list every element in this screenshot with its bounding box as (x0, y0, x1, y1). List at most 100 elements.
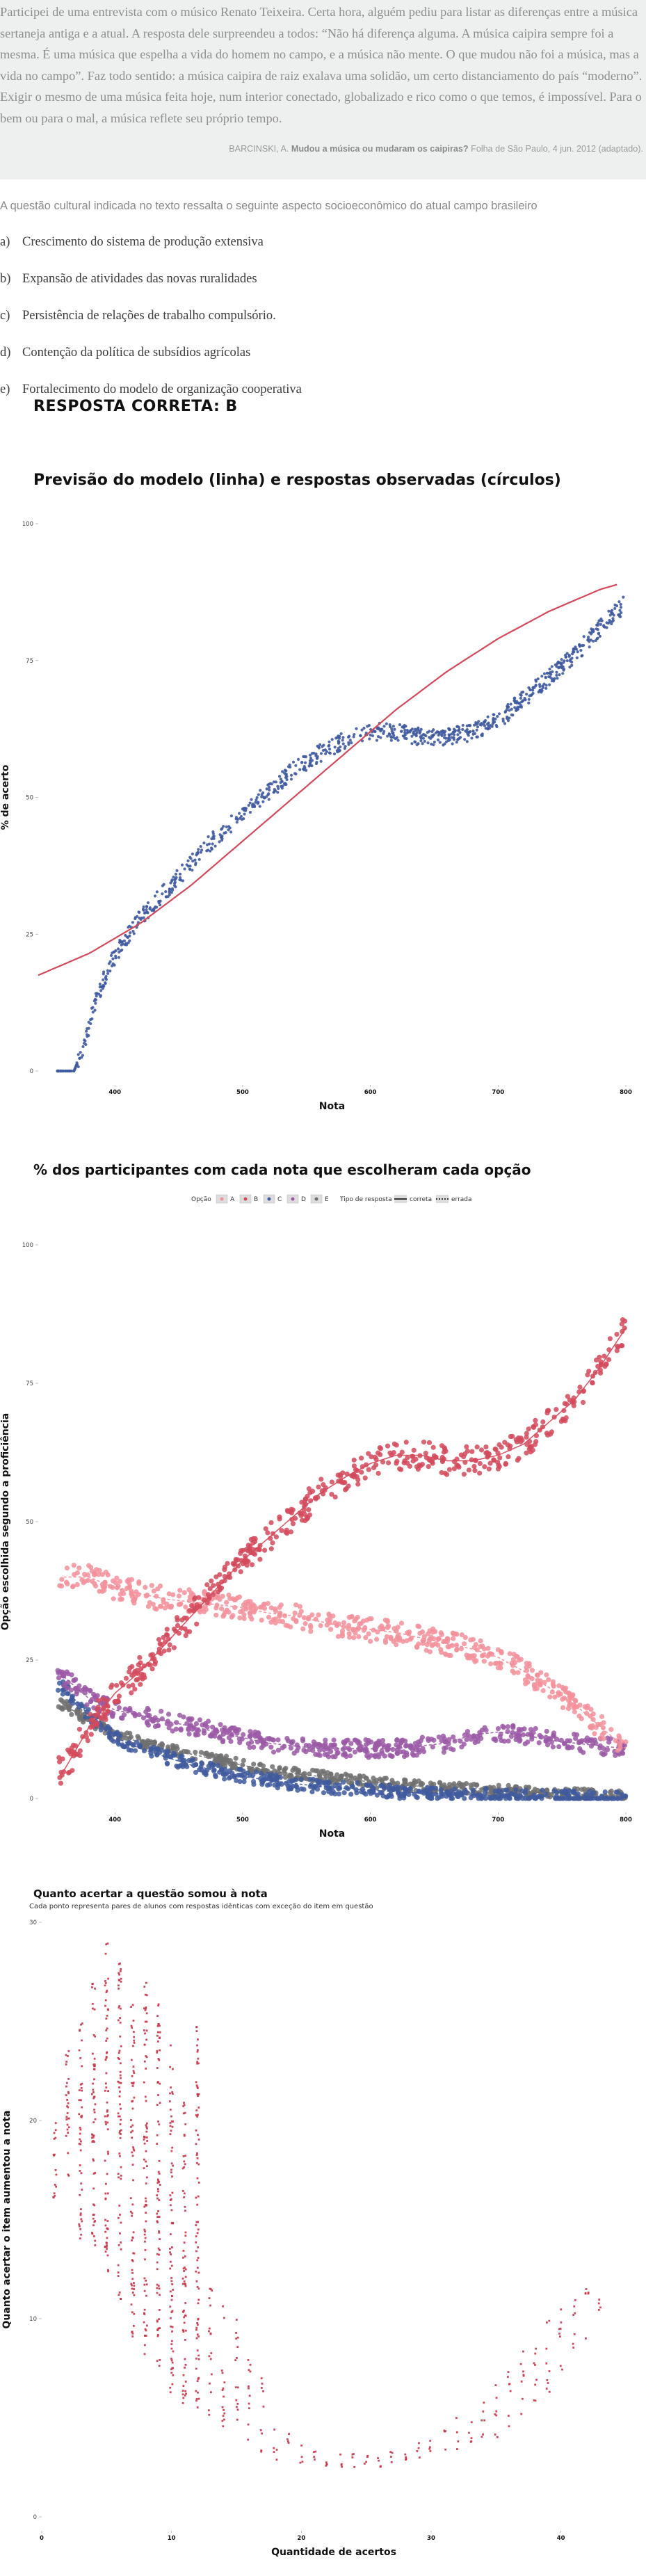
gain-point (145, 2335, 147, 2337)
option-d-point (173, 1726, 179, 1732)
option-a-point (510, 1657, 516, 1662)
option-a-point (114, 1575, 120, 1581)
option-e-point (135, 1734, 140, 1739)
observed-point (419, 739, 423, 743)
option-a-point (161, 1597, 166, 1602)
observed-point (199, 851, 202, 854)
option-c-point (329, 1790, 334, 1796)
option-text: Fortalecimento do modelo de organização … (22, 383, 302, 396)
option-b[interactable]: b) Expansão de atividades das novas rural… (0, 268, 302, 305)
chart2-y-tick-label: 50 (26, 1519, 33, 1526)
observed-point (302, 768, 306, 772)
option-c[interactable]: c) Persistência de relações de trabalho c… (0, 305, 302, 342)
observed-point (371, 734, 375, 738)
observed-point (580, 654, 583, 658)
gain-point (184, 2163, 186, 2166)
option-c-point (519, 1788, 525, 1794)
option-c-point (259, 1782, 265, 1787)
observed-point (617, 613, 620, 617)
option-d-point (151, 1718, 156, 1724)
option-b-point (355, 1477, 361, 1483)
option-b-point (362, 1475, 368, 1481)
gain-point (106, 2248, 108, 2250)
option-text: Crescimento do sistema de produção exten… (22, 235, 264, 249)
gain-point (105, 2018, 108, 2020)
option-b-point (620, 1328, 625, 1335)
option-d-point (177, 1712, 183, 1718)
option-a-point (127, 1585, 132, 1591)
observed-point (492, 713, 495, 716)
option-b-point (472, 1467, 478, 1474)
option-e-point (316, 1772, 322, 1778)
option-a-point (515, 1670, 521, 1675)
option-a[interactable]: a) Crescimento do sistema de produção ext… (0, 232, 302, 268)
option-d-point (233, 1728, 239, 1734)
option-a-point (121, 1591, 127, 1597)
option-a-point (339, 1633, 346, 1639)
observed-point (95, 992, 99, 995)
option-b-point (74, 1751, 81, 1757)
observed-point (296, 757, 300, 761)
gain-point (145, 2279, 147, 2282)
gain-point (92, 2091, 95, 2093)
gain-point (262, 2390, 264, 2392)
gain-point (107, 2270, 109, 2273)
option-a-point (188, 1591, 194, 1596)
gain-point (184, 2235, 187, 2237)
observed-point (164, 889, 168, 894)
gain-point (131, 2311, 134, 2314)
gain-point (379, 2465, 382, 2468)
option-d-point (228, 1739, 234, 1744)
gain-point (104, 2059, 107, 2061)
option-c-point (598, 1796, 604, 1801)
gain-point (195, 2114, 197, 2116)
gain-point (182, 2267, 185, 2270)
observed-point (618, 609, 622, 612)
option-d-point (461, 1741, 467, 1747)
gain-point (132, 2179, 134, 2182)
gain-point (181, 2190, 184, 2192)
option-d-point (363, 1746, 369, 1753)
observed-point (277, 787, 280, 790)
gain-point (131, 2332, 134, 2335)
option-c-point (551, 1788, 557, 1794)
option-b-point (132, 1668, 138, 1674)
gain-point (132, 2045, 134, 2047)
observed-point (279, 781, 282, 784)
option-c-point (509, 1791, 515, 1796)
gain-point (170, 2280, 173, 2283)
option-d[interactable]: d) Contenção da política de subsídios agr… (0, 342, 302, 379)
option-c-point (615, 1789, 620, 1795)
gain-point (248, 2394, 251, 2397)
gain-point (365, 2461, 368, 2463)
gain-point (157, 2247, 160, 2250)
option-b-point (464, 1444, 469, 1449)
option-c-point (341, 1790, 347, 1796)
gain-point (353, 2465, 356, 2468)
option-a-point (547, 1694, 553, 1700)
option-e-point (379, 1778, 385, 1784)
gain-point (222, 2415, 225, 2417)
gain-point (522, 2370, 524, 2373)
observed-point (237, 812, 241, 815)
option-b-point (186, 1629, 193, 1634)
option-b-point (451, 1458, 457, 1465)
gain-point (455, 2431, 458, 2433)
option-b-point (105, 1708, 111, 1714)
option-e[interactable]: e) Fortalecimento do modelo de organizaçã… (0, 379, 302, 416)
legend-key-point (314, 1197, 318, 1201)
option-a-point (442, 1651, 448, 1657)
legend-option-label: D (301, 1196, 306, 1203)
option-b-point (290, 1521, 296, 1527)
gain-point (67, 2092, 70, 2095)
option-d-point (404, 1743, 410, 1748)
option-d-point (321, 1743, 327, 1748)
gain-point (184, 2315, 187, 2317)
observed-point (382, 732, 385, 735)
observed-point (145, 908, 148, 912)
option-c-point (355, 1780, 360, 1786)
observed-point (328, 740, 331, 743)
gain-point (184, 2283, 186, 2285)
option-d-point (270, 1749, 277, 1755)
option-a-point (592, 1731, 597, 1737)
